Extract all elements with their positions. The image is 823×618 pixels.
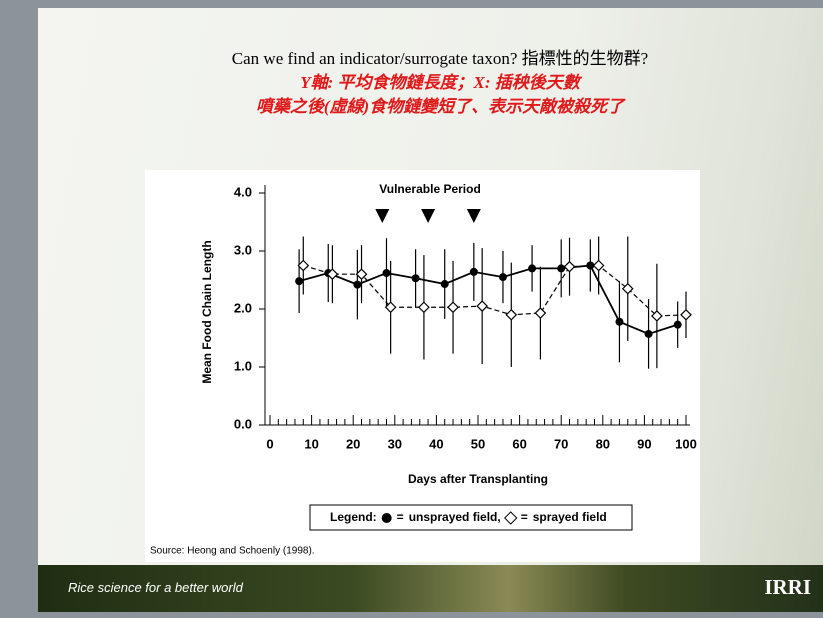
- data-point: [557, 264, 566, 273]
- data-point: [411, 274, 420, 283]
- annotation-marker: [466, 209, 481, 223]
- x-tick-label: 40: [429, 436, 443, 451]
- x-tick-label: 90: [637, 436, 651, 451]
- source: Source: Heong and Schoenly (1998).: [150, 546, 315, 557]
- data-point: [592, 259, 605, 272]
- data-point: [382, 269, 391, 278]
- x-axis-label: Days after Transplanting: [408, 472, 548, 486]
- x-tick-label: 10: [304, 436, 318, 451]
- x-tick-label: 70: [554, 436, 568, 451]
- data-point: [476, 300, 489, 312]
- y-axis-label: Mean Food Chain Length: [200, 240, 214, 383]
- data-point: [384, 301, 397, 314]
- data-point: [673, 320, 682, 329]
- y-tick-label: 2.0: [234, 300, 252, 315]
- data-point: [469, 267, 478, 276]
- slide-note: Y軸: 平均食物鏈長度；X: 插秧後天數: [300, 73, 580, 92]
- legend-label: unsprayed field: [409, 510, 498, 524]
- logo: IRRI: [764, 575, 811, 599]
- x-tick-label: 50: [471, 436, 485, 451]
- slide-note: 噴藥之後(虛線)食物鏈變短了、表示天敵被殺死了: [255, 97, 625, 116]
- data-point: [440, 280, 449, 289]
- legend-marker: [504, 511, 518, 525]
- annotation: Vulnerable Period: [379, 182, 481, 196]
- data-point: [297, 259, 310, 272]
- data-point: [651, 310, 663, 322]
- y-tick-label: 1.0: [234, 358, 252, 373]
- x-tick-label: 100: [675, 436, 697, 451]
- x-tick-label: 20: [346, 436, 360, 451]
- y-tick-label: 4.0: [234, 184, 252, 199]
- data-point: [621, 282, 634, 295]
- x-tick-label: 30: [388, 436, 402, 451]
- legend-separator: =: [521, 510, 528, 524]
- annotation-marker: [421, 209, 436, 223]
- data-point: [563, 260, 576, 273]
- legend-delimiter: ,: [497, 510, 500, 524]
- slide-title: Can we find an indicator/surrogate taxon…: [231, 49, 649, 68]
- footer-tagline: Rice science for a better world: [68, 580, 243, 595]
- y-tick-label: 0.0: [234, 416, 252, 431]
- y-tick-label: 3.0: [234, 242, 252, 257]
- data-point: [326, 268, 339, 281]
- series-line: [298, 264, 678, 335]
- data-point: [498, 273, 507, 282]
- chart-background: [145, 170, 700, 562]
- legend-separator: =: [397, 510, 404, 524]
- data-point: [295, 277, 304, 286]
- data-point: [680, 308, 692, 321]
- data-point: [586, 261, 595, 270]
- x-tick-label: 80: [596, 436, 610, 451]
- data-point: [447, 301, 459, 314]
- series-line: [303, 264, 687, 317]
- data-point: [353, 280, 362, 289]
- data-point: [644, 329, 653, 338]
- x-tick-label: 0: [266, 436, 273, 451]
- x-tick-label: 60: [512, 436, 526, 451]
- data-point: [534, 307, 547, 319]
- footer: Rice science for a better world IRRI: [38, 565, 823, 612]
- data-point: [528, 264, 537, 273]
- data-point: [418, 301, 430, 314]
- data-point: [615, 317, 624, 326]
- data-point: [355, 268, 368, 281]
- legend-title: Legend:: [330, 510, 377, 524]
- legend-box: [309, 504, 633, 531]
- legend-marker: [381, 513, 392, 523]
- annotation-marker: [375, 209, 390, 223]
- legend-label: sprayed field: [533, 510, 607, 524]
- data-point: [505, 308, 518, 321]
